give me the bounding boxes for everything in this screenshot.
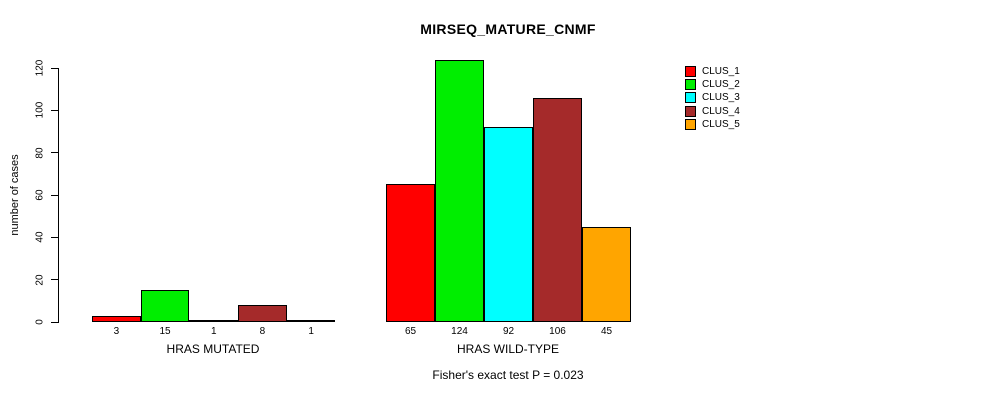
- y-tick: [51, 321, 58, 323]
- group-label-hras-wild-type: HRAS WILD-TYPE: [456, 342, 560, 356]
- legend-swatch-clus_5: [685, 118, 696, 130]
- bar-value-label: 45: [600, 326, 613, 337]
- y-tick-label: 60: [34, 189, 46, 201]
- y-tick: [51, 236, 58, 238]
- legend-label: CLUS_5: [702, 118, 740, 130]
- legend-swatch-clus_2: [685, 79, 696, 91]
- y-tick: [51, 109, 58, 111]
- y-tick: [51, 279, 58, 281]
- legend-label: CLUS_2: [702, 79, 740, 91]
- bar-value-label: 65: [404, 326, 417, 337]
- bar-value-label: 106: [549, 326, 566, 337]
- y-tick-label: 80: [34, 147, 46, 159]
- bar-clus_3: [189, 319, 239, 322]
- group-label-hras-mutated: HRAS MUTATED: [166, 342, 260, 356]
- y-tick: [51, 67, 58, 69]
- y-tick-label: 20: [34, 274, 46, 286]
- bar-value-label: 1: [308, 326, 314, 337]
- legend-label: CLUS_4: [702, 105, 740, 117]
- bar-clus_2: [140, 290, 190, 322]
- footnote: Fisher's exact test P = 0.023: [432, 368, 584, 382]
- legend-label: CLUS_1: [702, 66, 740, 77]
- bar-value-label: 92: [502, 326, 515, 337]
- bar-clus_1: [386, 184, 435, 322]
- y-axis-title: number of cases: [9, 154, 21, 236]
- bar-clus_2: [435, 59, 484, 322]
- bar-clus_4: [238, 305, 287, 322]
- legend-label: CLUS_3: [702, 92, 740, 104]
- chart-title: MIRSEQ_MATURE_CNMF: [420, 21, 596, 37]
- bar-value-label: 8: [259, 326, 266, 337]
- bar-clus_5: [286, 319, 336, 322]
- bar-value-label: 3: [113, 326, 120, 337]
- y-tick-label: 0: [34, 319, 46, 325]
- bar-clus_3: [484, 127, 533, 322]
- legend-swatch-clus_3: [685, 92, 696, 104]
- y-axis-line: [58, 68, 59, 323]
- bar-value-label: 124: [451, 326, 468, 337]
- legend-swatch-clus_4: [685, 105, 696, 117]
- bar-clus_5: [582, 226, 631, 322]
- legend-swatch-clus_1: [685, 66, 696, 77]
- y-tick-label: 40: [34, 231, 46, 243]
- bar-value-label: 1: [210, 326, 217, 337]
- y-tick-label: 120: [34, 59, 46, 77]
- bar-clus_4: [533, 97, 582, 322]
- bar-value-label: 15: [159, 326, 171, 337]
- y-tick: [51, 152, 58, 154]
- bar-clus_1: [92, 315, 141, 322]
- y-tick-label: 100: [34, 101, 46, 119]
- y-tick: [51, 194, 58, 196]
